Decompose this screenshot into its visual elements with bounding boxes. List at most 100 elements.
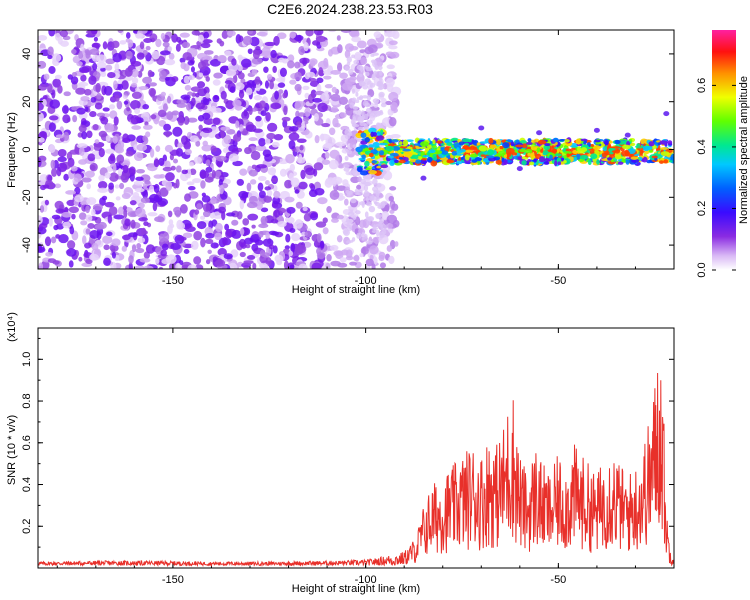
spectrogram-cell <box>142 104 150 110</box>
spectrogram-cell <box>370 53 375 57</box>
spectrogram-cell <box>313 113 319 122</box>
spectrogram-cell <box>98 147 105 158</box>
spectrogram-cell <box>365 240 373 245</box>
spectrogram-cell <box>57 148 67 158</box>
y-tick-label: 0.8 <box>21 393 33 408</box>
spectrogram-cell <box>305 30 314 37</box>
colorbar-tick-label: 0.6 <box>696 78 708 93</box>
spectrogram-cell <box>41 260 50 269</box>
spectrogram-cell <box>203 31 210 39</box>
spectrogram-cell <box>298 263 308 269</box>
spectrogram-cell <box>379 109 383 114</box>
spectrogram-cell <box>479 141 488 144</box>
spectrogram-cell <box>270 49 277 59</box>
spectrogram-cell <box>359 252 364 258</box>
spectrogram-cell <box>121 80 129 90</box>
spectrogram-cell <box>165 254 177 264</box>
spectrogram-cell <box>590 143 595 148</box>
spectrogram-cell <box>302 85 310 91</box>
spectrogram-cell <box>222 236 228 246</box>
spectrogram-cell <box>216 155 227 162</box>
spectrogram-cell <box>250 150 261 161</box>
spectrogram-cell <box>145 244 155 254</box>
spectrogram-cell <box>313 30 324 36</box>
x-tick-label: -50 <box>550 574 566 586</box>
x-tick-label: -100 <box>355 275 377 287</box>
spectrogram-cell <box>139 258 151 263</box>
spectrogram-cell <box>279 67 287 78</box>
spectrogram-cell <box>151 50 160 60</box>
spectrogram-cell <box>456 160 463 165</box>
spectrogram-cell <box>349 102 355 109</box>
spectrogram-cell <box>361 95 369 99</box>
spectrogram-cell <box>356 40 367 49</box>
spectrogram-cell <box>245 124 257 133</box>
spectrogram-cell <box>111 40 120 49</box>
spectrogram-cell <box>624 132 631 138</box>
spectrogram-cell <box>38 262 44 269</box>
spectrogram-cell <box>48 66 56 74</box>
spectrogram-cell <box>563 151 572 155</box>
spectrogram-cell <box>248 169 258 177</box>
spectrogram-cell <box>312 97 323 103</box>
spectrogram-cell <box>187 117 198 123</box>
spectrogram-cell <box>69 226 75 235</box>
spectrogram-cell <box>255 145 267 152</box>
spectrogram-cell <box>135 207 146 218</box>
spectrogram-cell <box>364 147 369 152</box>
spectrogram-cell <box>386 30 392 38</box>
spectrogram-cell <box>303 116 310 122</box>
figure-title: C2E6.2024.238.23.53.R03 <box>267 1 433 17</box>
spectrogram-cell <box>299 145 304 151</box>
spectrogram-cell <box>193 230 203 241</box>
spectrogram-cell <box>47 54 53 60</box>
spectrogram-cell <box>579 138 588 142</box>
spectrogram-cell <box>331 106 339 113</box>
spectrogram-cell <box>385 77 395 87</box>
x-tick-label: -100 <box>355 574 377 586</box>
spectrogram-cell <box>274 90 279 100</box>
spectrogram-cell <box>615 155 622 160</box>
spectrogram-cell <box>278 57 285 63</box>
spectrogram-cell <box>111 251 116 259</box>
spectrogram-cell <box>302 206 308 212</box>
spectrogram-cell <box>596 159 600 165</box>
spectrogram-cell <box>316 77 324 84</box>
spectrogram-cell <box>312 40 321 46</box>
spectrogram-cell <box>211 156 217 163</box>
spectrogram-cell <box>368 147 374 151</box>
spectrogram-cell <box>158 233 165 243</box>
spectrogram-cell <box>335 141 346 147</box>
spectrogram-cell <box>318 67 324 76</box>
x-tick-label: -150 <box>162 574 184 586</box>
spectrogram-cell <box>551 148 557 154</box>
spectrogram-cell <box>196 203 203 210</box>
spectrogram-cell <box>269 80 275 90</box>
spectrogram-cell <box>410 154 419 160</box>
spectrogram-cell <box>601 158 608 161</box>
spectrogram-cell <box>50 236 57 244</box>
spectrogram-cell <box>137 237 146 244</box>
spectrogram-cell <box>302 57 307 67</box>
spectrogram-cell <box>195 140 201 147</box>
spectrogram-cell <box>324 83 333 89</box>
spectrogram-cell <box>575 138 582 145</box>
spectrogram-cell <box>164 76 170 81</box>
spectrogram-cell <box>202 203 211 212</box>
spectrogram-cell <box>366 201 373 207</box>
spectrogram-cell <box>394 241 399 247</box>
spectrogram-cell <box>264 153 273 162</box>
spectrogram-cell <box>51 214 61 220</box>
spectrogram-cell <box>579 154 589 160</box>
spectrogram-cell <box>327 30 337 33</box>
spectrogram-cell <box>329 244 339 251</box>
spectrogram-cell <box>117 83 124 91</box>
spectrogram-cell <box>200 42 211 49</box>
spectrogram-cell <box>370 131 375 138</box>
spectrogram-cell <box>204 176 214 183</box>
spectrogram-cell <box>589 150 595 155</box>
spectrogram-cell <box>670 153 674 160</box>
spectrogram-cell <box>554 153 562 157</box>
spectrogram-cell <box>80 95 90 102</box>
spectrogram-cell <box>130 60 142 67</box>
